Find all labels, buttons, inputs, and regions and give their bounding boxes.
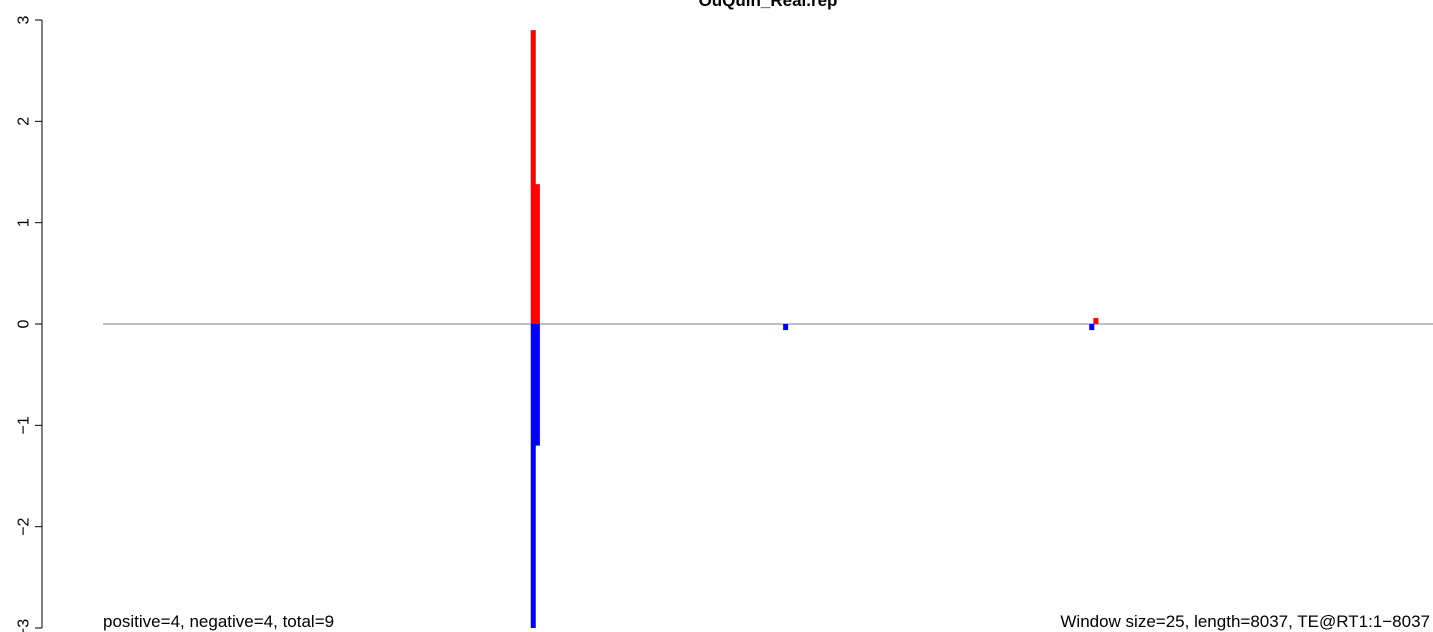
y-tick-label: 0 — [16, 319, 33, 328]
positive-bar — [534, 184, 540, 324]
y-tick-label: 2 — [16, 117, 33, 126]
negative-bar — [530, 324, 536, 628]
chart-title: OuQuin_Real.rep — [699, 0, 838, 10]
y-tick-label: −1 — [16, 416, 33, 434]
negative-bar — [783, 324, 789, 331]
y-axis-ticks: 3 2 1 0 −1 −2 −3 — [16, 15, 42, 632]
y-tick-label: −2 — [16, 517, 33, 535]
bar-series — [530, 30, 1099, 628]
positive-bar — [1093, 317, 1099, 324]
y-tick-label: −3 — [16, 619, 33, 632]
negative-bar — [534, 324, 540, 446]
y-tick-label: 1 — [16, 218, 33, 227]
summary-counts-label: positive=4, negative=4, total=9 — [103, 612, 334, 631]
y-tick-label: 3 — [16, 15, 33, 24]
positive-bar — [530, 30, 536, 325]
negative-bar — [1089, 324, 1095, 331]
window-info-label: Window size=25, length=8037, TE@RT1:1−80… — [1060, 612, 1430, 631]
